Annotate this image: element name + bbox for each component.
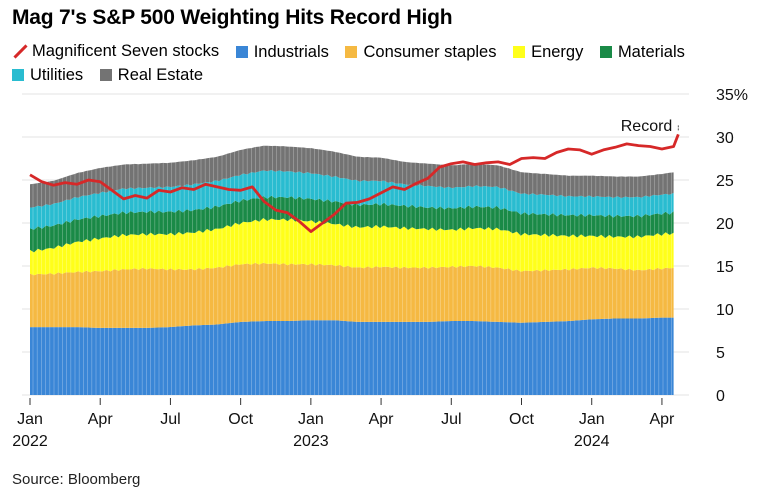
legend-label: Utilities: [30, 66, 84, 84]
x-tick-label: Jan: [17, 411, 43, 428]
legend-item-energy: Energy: [513, 41, 583, 63]
legend-item-utilities: Utilities: [12, 64, 83, 86]
x-tick-label: Jan: [298, 411, 324, 428]
legend-label: Magnificent Seven stocks: [32, 42, 220, 60]
legend: Magnificent Seven stocks Industrials Con…: [12, 40, 752, 87]
chart-title: Mag 7's S&P 500 Weighting Hits Record Hi…: [12, 6, 453, 29]
legend-item-industrials: Industrials: [235, 41, 329, 63]
legend-item-magnificent-seven: Magnificent Seven stocks: [12, 40, 219, 62]
line-series-magnificent-seven: [29, 133, 680, 233]
area-series-real-estate: [30, 145, 674, 208]
legend-item-real-estate: Real Estate: [99, 64, 204, 86]
legend-item-consumer-staples: Consumer staples: [345, 41, 496, 63]
legend-label: Energy: [531, 43, 584, 61]
area-series-utilities: [30, 170, 674, 230]
x-tick-label: Oct: [509, 411, 534, 428]
legend-swatch: [599, 46, 612, 58]
legend-swatch: [12, 69, 24, 81]
x-tick-label: Apr: [649, 411, 675, 428]
legend-label: Consumer staples: [363, 43, 497, 61]
source-note: Source: Bloomberg: [12, 471, 141, 488]
x-tick-label: Jul: [160, 411, 180, 428]
legend-swatch: [513, 46, 526, 58]
y-tick-label: 25: [716, 173, 734, 190]
area-series-energy: [30, 218, 674, 276]
area-series-consumer-staples: [30, 262, 674, 328]
y-tick-label: 5: [716, 345, 725, 362]
x-tick-year-label: 2024: [574, 433, 610, 450]
legend-label: Materials: [617, 43, 685, 61]
x-tick-year-label: 2023: [293, 433, 329, 450]
legend-label: Real Estate: [117, 66, 204, 84]
legend-label: Industrials: [253, 43, 329, 61]
area-series-materials: [30, 195, 674, 253]
x-tick-year-label: 2022: [12, 433, 48, 450]
area-series-industrials: [30, 317, 674, 395]
y-tick-label: 10: [716, 302, 734, 319]
legend-swatch: [345, 46, 358, 58]
legend-swatch: [235, 46, 248, 58]
x-tick-label: Apr: [369, 411, 395, 428]
record-annotation: Record: [621, 118, 673, 135]
y-tick-label: 15: [716, 259, 734, 276]
x-tick-label: Jul: [441, 411, 461, 428]
y-tick-label: 30: [716, 130, 734, 147]
y-tick-label: 35%: [716, 87, 748, 104]
y-tick-label: 0: [716, 388, 725, 405]
x-tick-label: Oct: [228, 411, 253, 428]
legend-swatch: [99, 69, 112, 81]
x-tick-label: Apr: [88, 411, 114, 428]
legend-item-materials: Materials: [599, 41, 685, 63]
x-tick-label: Jan: [579, 411, 605, 428]
y-tick-label: 20: [716, 216, 734, 233]
